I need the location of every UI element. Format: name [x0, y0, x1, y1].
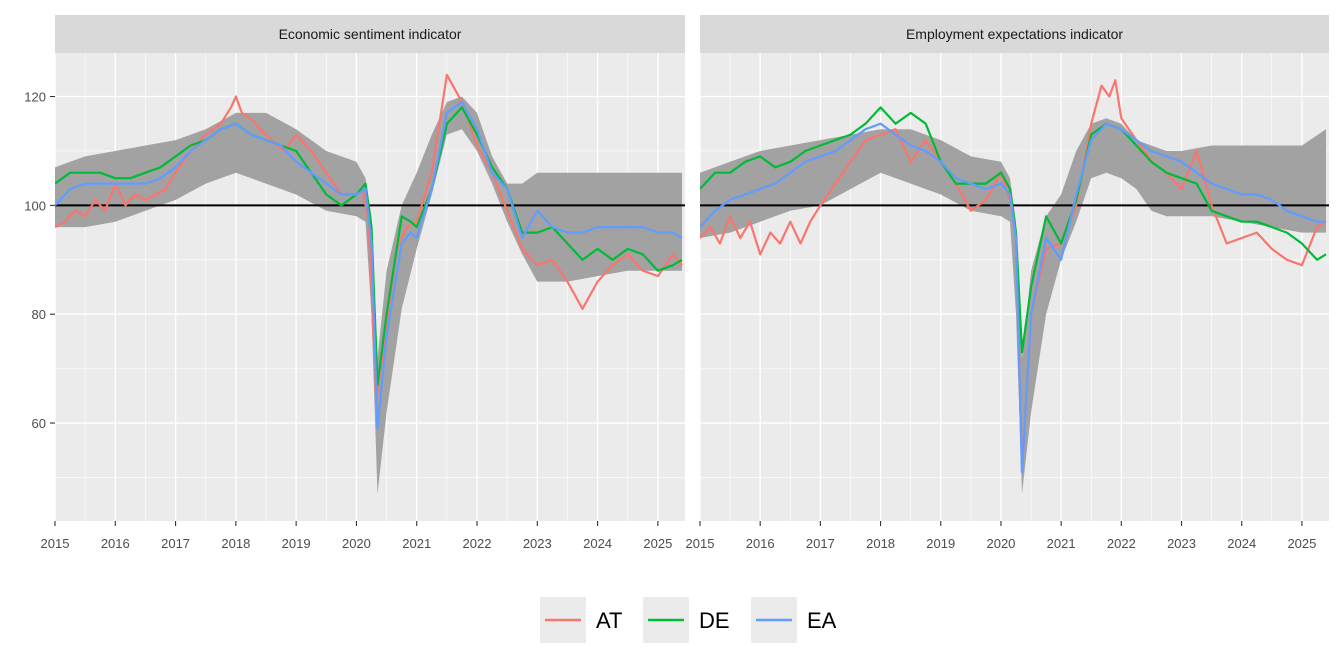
plot-area [55, 73, 685, 494]
legend-label: EA [807, 608, 837, 633]
x-tick-label: 2025 [643, 536, 672, 551]
x-tick-label: 2024 [1227, 536, 1256, 551]
x-tick-label: 2020 [986, 536, 1015, 551]
x-tick-label: 2019 [282, 536, 311, 551]
range-band [55, 96, 682, 494]
y-tick-label: 60 [32, 416, 46, 431]
x-tick-label: 2018 [866, 536, 895, 551]
legend-label: AT [596, 608, 622, 633]
x-tick-label: 2024 [583, 536, 612, 551]
panel-1: Economic sentiment indicator 2015 2016 2017… [24, 15, 685, 551]
x-tick-label: 2016 [101, 536, 130, 551]
x-tick-label: 2019 [926, 536, 955, 551]
plot-area [700, 79, 1329, 494]
x-tick-label: 2017 [161, 536, 190, 551]
range-band [700, 118, 1326, 494]
x-tick-label: 2018 [221, 536, 250, 551]
panel-title: Economic sentiment indicator [279, 26, 462, 42]
x-tick-label: 2023 [1167, 536, 1196, 551]
x-tick-label: 2021 [1047, 536, 1076, 551]
series-line-ea [700, 122, 1326, 474]
x-tick-label: 2022 [463, 536, 492, 551]
y-tick-label: 80 [32, 307, 46, 322]
x-tick-label: 2020 [342, 536, 371, 551]
y-tick-label: 100 [24, 198, 46, 213]
panel-strip [55, 15, 685, 53]
legend-item-at: AT [540, 597, 622, 643]
x-tick-label: 2025 [1287, 536, 1316, 551]
x-tick-label: 2016 [746, 536, 775, 551]
y-tick-label: 120 [24, 90, 46, 105]
legend-item-ea: EA [751, 597, 837, 643]
legend-label: DE [699, 608, 730, 633]
x-tick-label: 2021 [402, 536, 431, 551]
x-tick-label: 2023 [523, 536, 552, 551]
panel-strip [700, 15, 1329, 53]
x-tick-label: 2015 [41, 536, 70, 551]
series-line-ea [55, 100, 683, 430]
x-tick-label: 2015 [686, 536, 715, 551]
panels-group: Economic sentiment indicator 2015 2016 2017… [24, 15, 1329, 551]
panel-2: Employment expectations indicator 2015 201… [686, 15, 1329, 551]
panel-title: Employment expectations indicator [906, 26, 1123, 42]
x-tick-label: 2017 [806, 536, 835, 551]
legend: AT DE EA [540, 597, 837, 643]
x-tick-label: 2022 [1107, 536, 1136, 551]
legend-item-de: DE [643, 597, 730, 643]
